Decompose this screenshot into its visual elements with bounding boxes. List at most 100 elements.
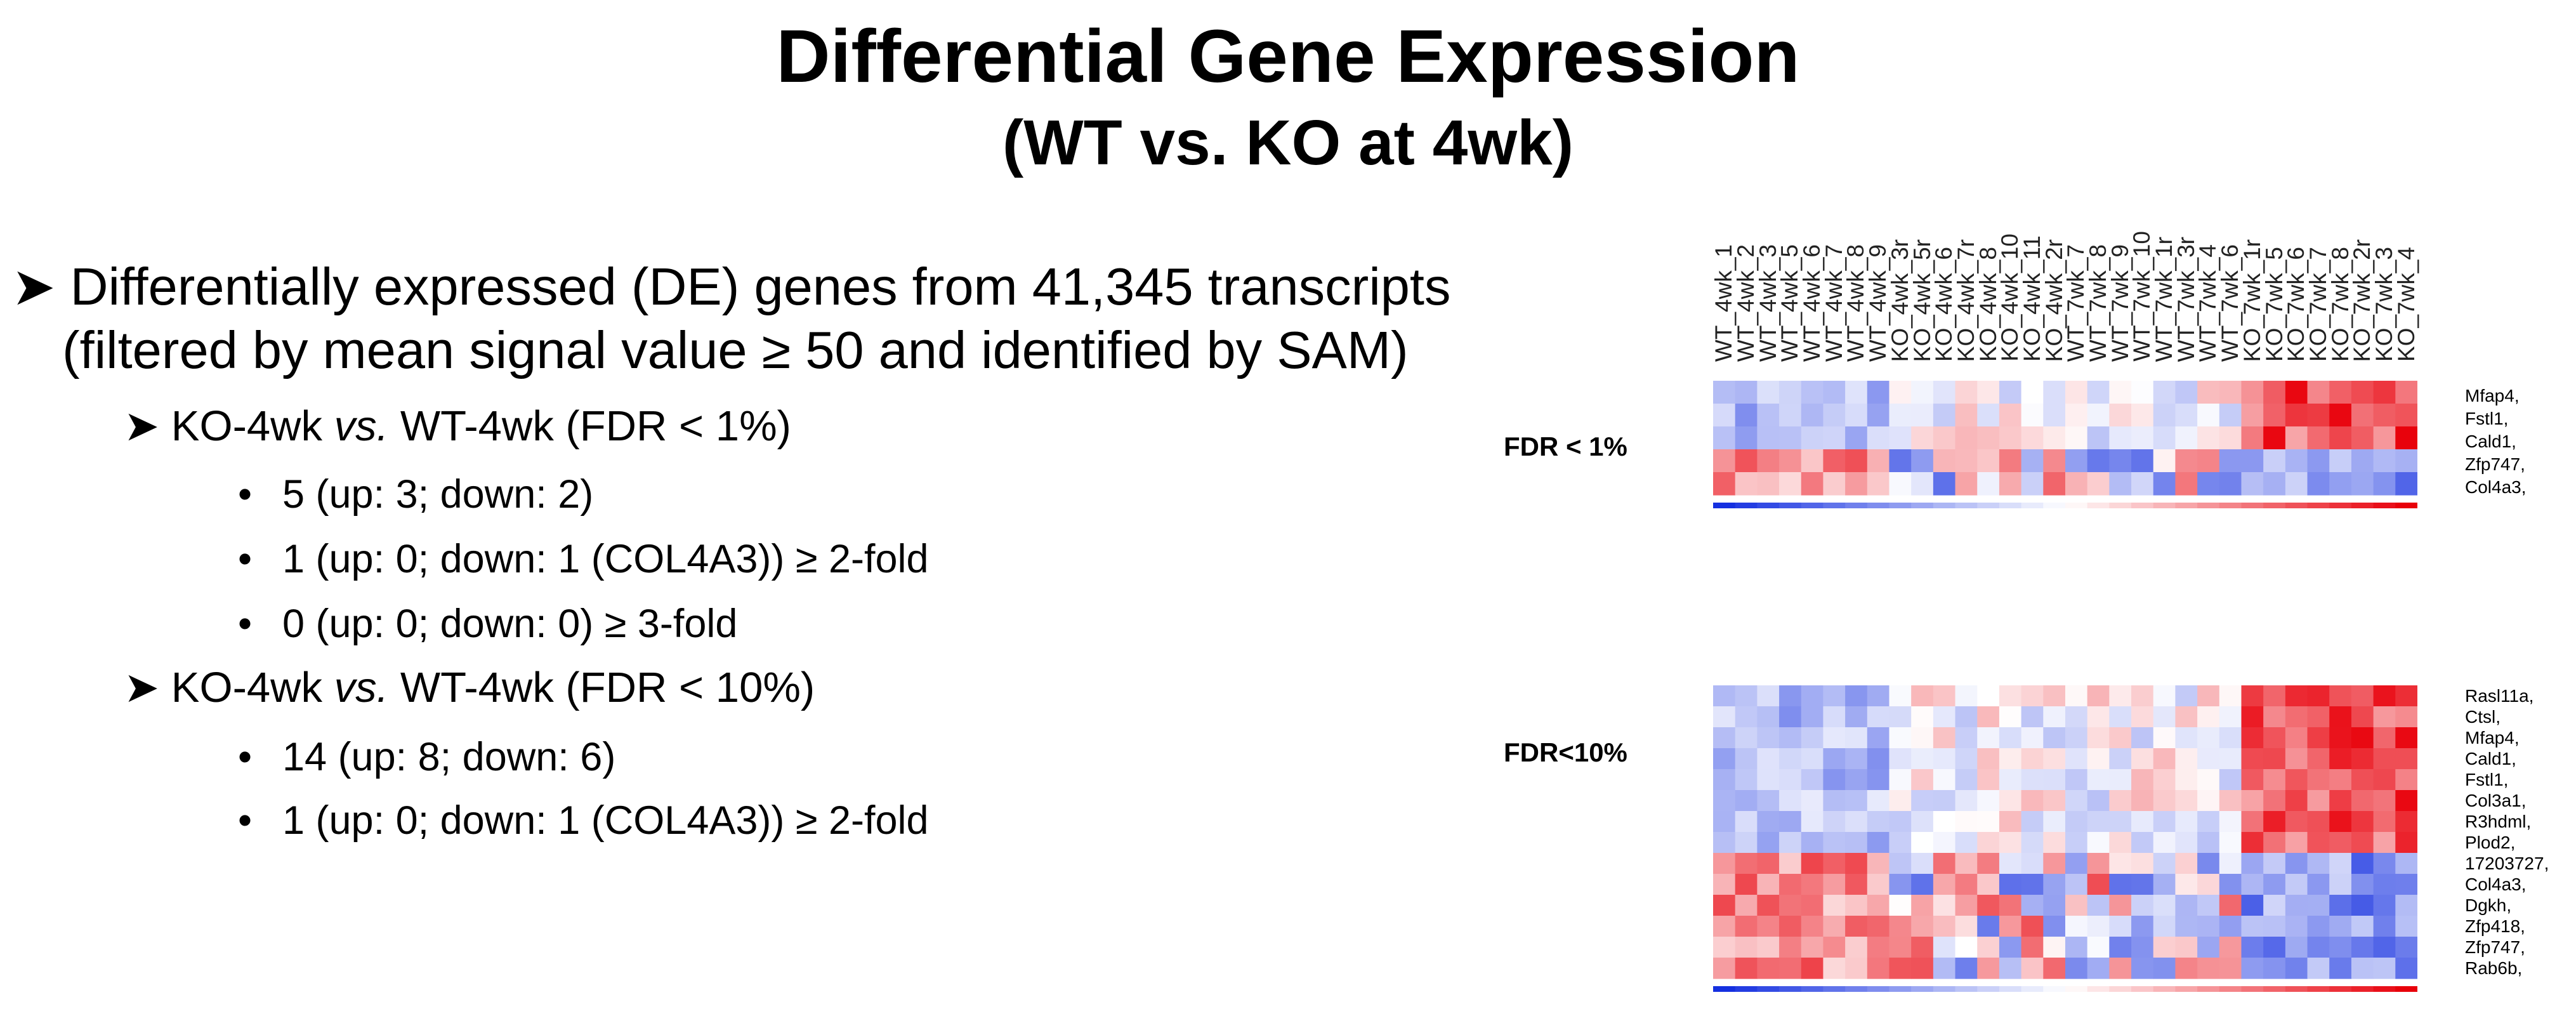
- color-scale-cell: [1713, 986, 1736, 992]
- heatmap-cell: [2109, 832, 2132, 854]
- gene-label: Ctsl,: [2465, 707, 2500, 727]
- heatmap-cell: [1977, 853, 2000, 874]
- heatmap-cell: [2043, 769, 2066, 791]
- heatmap-cell: [2021, 769, 2044, 791]
- heatmap-cell: [2373, 958, 2396, 979]
- heatmap-cell: [2219, 832, 2242, 854]
- heatmap-cell: [2043, 832, 2066, 854]
- heatmap-cell: [2351, 958, 2374, 979]
- heatmap-cell: [1713, 404, 1736, 427]
- heatmap-cell: [1867, 727, 1890, 749]
- heatmap-cell: [2351, 895, 2374, 916]
- heatmap-cell: [2219, 937, 2242, 958]
- heatmap-cell: [1999, 381, 2022, 404]
- color-scale-cell: [1911, 986, 1934, 992]
- heatmap-cell: [2373, 426, 2396, 450]
- heatmap-cell: [1757, 748, 1780, 770]
- heatmap-cell: [2153, 404, 2176, 427]
- heatmap-cell: [1845, 727, 1868, 749]
- list-item: • 14 (up: 8; down: 6): [238, 735, 616, 779]
- heatmap-cell: [2329, 748, 2352, 770]
- heatmap-cell: [2329, 895, 2352, 916]
- heatmap-cell: [2307, 706, 2330, 728]
- heatmap-cell: [2285, 748, 2308, 770]
- heatmap-cell: [2021, 404, 2044, 427]
- heatmap-cell: [1999, 874, 2022, 895]
- heatmap-cell: [1757, 916, 1780, 937]
- heatmap-cell: [2021, 449, 2044, 473]
- heatmap-fdr10-label: FDR<10%: [1504, 737, 1627, 767]
- heatmap-cell: [1977, 895, 2000, 916]
- heatmap-cell: [2087, 832, 2110, 854]
- color-scale-cell: [2351, 503, 2374, 508]
- heatmap-cell: [1889, 685, 1912, 707]
- heatmap-cell: [1889, 874, 1912, 895]
- bullet-dot-icon: •: [238, 735, 253, 779]
- gene-label: Col3a1,: [2465, 791, 2527, 810]
- heatmap-cell: [2373, 895, 2396, 916]
- sub-bullet-fdr1: ➤ KO-4wk vs. WT-4wk (FDR < 1%): [124, 402, 791, 450]
- heatmap-cell: [2307, 832, 2330, 854]
- color-scale-cell: [1779, 503, 1802, 508]
- heatmap-cell: [1801, 449, 1824, 473]
- heatmap-cell: [1735, 811, 1758, 833]
- heatmap-cell: [2021, 853, 2044, 874]
- heatmap-cell: [2219, 748, 2242, 770]
- heatmap-cell: [1955, 404, 1978, 427]
- color-scale-cell: [2021, 503, 2044, 508]
- heatmap-cell: [1779, 426, 1802, 450]
- heatmap-cell: [2241, 381, 2264, 404]
- heatmap-cell: [1933, 769, 1956, 791]
- heatmap-cell: [1999, 706, 2022, 728]
- heatmap-cell: [2285, 472, 2308, 496]
- heatmap-cell: [1977, 874, 2000, 895]
- heatmap-cell: [2241, 916, 2264, 937]
- heatmap-cell: [1889, 937, 1912, 958]
- heatmap-cell: [1867, 472, 1890, 496]
- heatmap-cell: [2109, 706, 2132, 728]
- heatmap-cell: [2153, 706, 2176, 728]
- heatmap-cell: [1845, 790, 1868, 812]
- heatmap-cell: [2241, 958, 2264, 979]
- heatmap-cell: [2285, 853, 2308, 874]
- heatmap-cell: [1757, 853, 1780, 874]
- heatmap-cell: [1889, 853, 1912, 874]
- heatmap-cell: [1801, 685, 1824, 707]
- sample-label: WT_4wk_2: [1733, 244, 1759, 362]
- heatmap-cell: [1955, 769, 1978, 791]
- heatmap-cell: [2197, 895, 2220, 916]
- color-scale-cell: [1911, 503, 1934, 508]
- heatmap-cell: [2351, 916, 2374, 937]
- heatmap-cell: [1867, 748, 1890, 770]
- slide-title: Differential Gene Expression: [776, 15, 1800, 98]
- heatmap-fdr10: [1713, 685, 2417, 992]
- heatmap-cell: [2329, 937, 2352, 958]
- heatmap-cell: [2263, 449, 2286, 473]
- heatmap-cell: [2043, 706, 2066, 728]
- heatmap-cell: [2285, 958, 2308, 979]
- heatmap-cell: [2395, 832, 2417, 854]
- heatmap-cell: [2285, 706, 2308, 728]
- heatmap-cell: [1867, 449, 1890, 473]
- heatmap-cell: [2351, 449, 2374, 473]
- heatmap-cell: [1955, 895, 1978, 916]
- heatmap-cell: [2109, 748, 2132, 770]
- heatmap-cell: [2131, 874, 2154, 895]
- heatmap-cell: [1779, 381, 1802, 404]
- heatmap-cell: [2153, 769, 2176, 791]
- heatmap-cell: [2043, 895, 2066, 916]
- heatmap-cell: [2197, 853, 2220, 874]
- sample-label: KO_7wk_5: [2261, 247, 2287, 362]
- heatmap-cell: [2219, 685, 2242, 707]
- heatmap-cell: [2021, 811, 2044, 833]
- heatmap-cell: [2153, 381, 2176, 404]
- heatmap-cell: [2395, 685, 2417, 707]
- heatmap-cell: [1713, 381, 1736, 404]
- heatmap-cell: [2021, 874, 2044, 895]
- heatmap-cell: [1823, 685, 1846, 707]
- heatmap-cell: [2109, 449, 2132, 473]
- heatmap-cell: [2351, 727, 2374, 749]
- heatmap-cell: [2043, 381, 2066, 404]
- heatmap-cell: [1867, 404, 1890, 427]
- heatmap-cell: [1713, 937, 1736, 958]
